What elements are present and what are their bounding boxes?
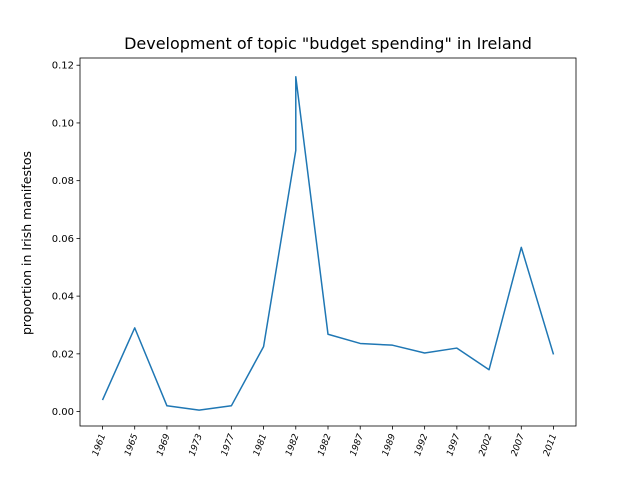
y-tick-label: 0.12 (52, 61, 74, 72)
y-tick-label: 0.08 (52, 176, 74, 187)
x-tick-label: 1965 (123, 432, 140, 457)
y-tick-label: 0.10 (52, 118, 74, 129)
y-tick-label: 0.02 (52, 349, 74, 360)
series-line-0 (101, 76, 555, 411)
x-tick-label: 1973 (188, 432, 205, 457)
chart-title: Development of topic "budget spending" i… (124, 34, 532, 53)
y-axis-ticks: 0.00 0.02 0.04 0.06 0.08 0.10 0.12 (52, 61, 80, 418)
x-tick-label: 1989 (381, 432, 398, 457)
x-tick-label: 2007 (510, 432, 527, 457)
x-tick-label: 1969 (155, 432, 172, 457)
y-tick-label: 0.04 (52, 292, 74, 303)
x-tick-label: 1987 (349, 432, 366, 457)
x-tick-label: 1977 (220, 432, 237, 457)
x-axis-ticks: 1961 1965 1969 1973 1977 1981 1982 1982 1987 1989… (91, 426, 559, 458)
y-tick-label: 0.00 (52, 407, 74, 418)
x-tick-label: 1982 (317, 432, 334, 457)
plot-area (101, 76, 555, 411)
x-tick-label: 1992 (413, 432, 430, 457)
y-axis-label: proportion in Irish manifestos (19, 151, 34, 335)
x-tick-label: 2002 (478, 432, 495, 457)
x-tick-label: 1981 (252, 433, 269, 458)
x-tick-label: 1982 (284, 432, 301, 457)
x-tick-label: 2011 (542, 433, 559, 458)
y-tick-label: 0.06 (52, 234, 74, 245)
plot-frame (79, 57, 577, 427)
x-tick-label: 1997 (445, 432, 462, 457)
x-tick-label: 1961 (91, 433, 108, 458)
